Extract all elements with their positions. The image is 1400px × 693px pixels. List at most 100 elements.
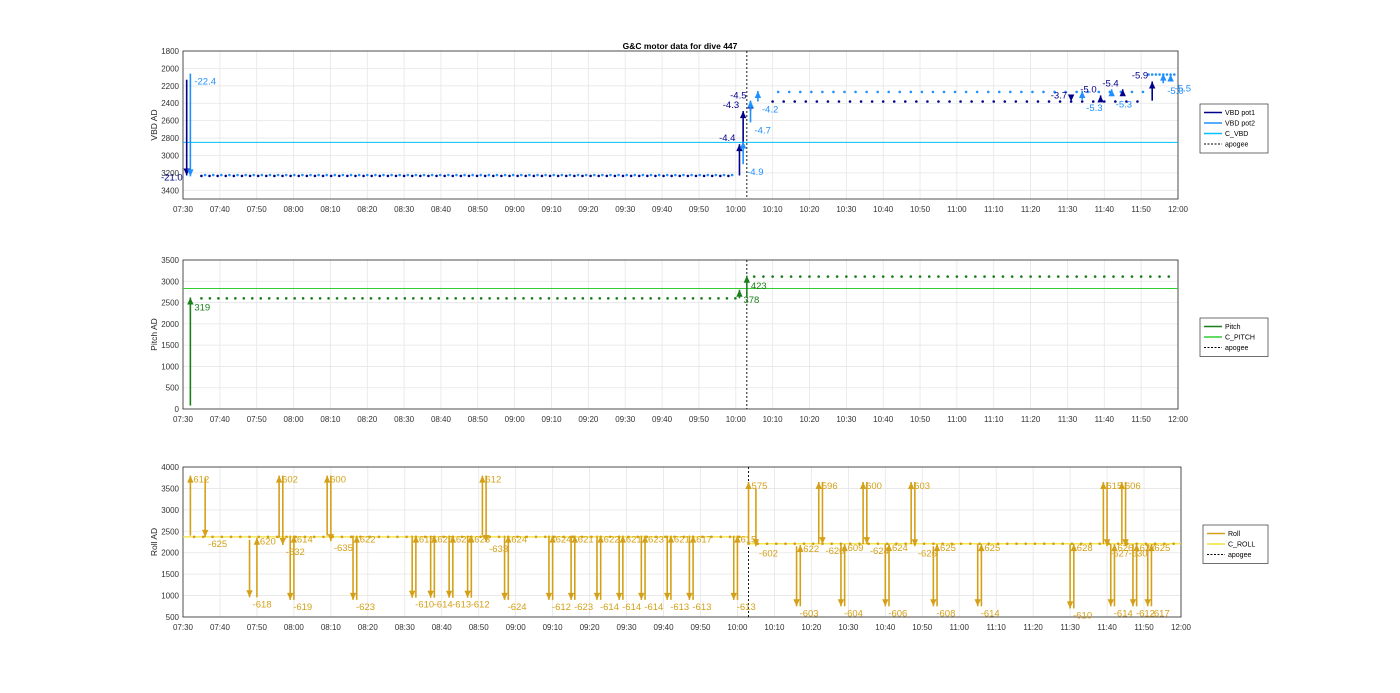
roll-point xyxy=(442,535,445,539)
roll-move-head xyxy=(974,599,981,607)
roll-move-head xyxy=(431,535,438,543)
vbd-pot2-point xyxy=(244,173,247,177)
vbd-pot1-point xyxy=(281,174,284,178)
x-tick-label: 11:10 xyxy=(986,623,1006,632)
pitch-point xyxy=(1020,275,1023,278)
y-tick-label: 3000 xyxy=(161,506,179,515)
x-tick-label: 11:20 xyxy=(1021,415,1041,424)
roll-move-head xyxy=(1122,539,1129,547)
roll-point xyxy=(377,535,381,539)
vbd-pot2-point xyxy=(1097,90,1101,94)
x-tick-label: 11:30 xyxy=(1058,415,1078,424)
x-tick-label: 08:00 xyxy=(284,205,305,214)
vbd-pot1-point xyxy=(524,174,528,178)
vbd-pot2-point xyxy=(876,90,879,94)
pitch-point xyxy=(1066,275,1069,278)
x-tick-label: 09:40 xyxy=(654,623,675,632)
data-label: 600 xyxy=(330,475,346,486)
x-tick-label: 11:20 xyxy=(1021,205,1041,214)
x-tick-label: 12:00 xyxy=(1168,415,1189,424)
roll-point xyxy=(858,542,861,546)
y-tick-label: 2000 xyxy=(161,320,179,329)
x-tick-label: 11:10 xyxy=(984,205,1004,214)
vbd-pot1-point xyxy=(859,100,863,103)
vbd-pot1-point xyxy=(435,174,438,178)
data-label: -617 xyxy=(1151,608,1170,619)
vbd-pot1-point xyxy=(837,100,841,103)
data-label: -614 xyxy=(600,602,619,613)
data-label: -630 xyxy=(1129,548,1148,559)
roll-move-head xyxy=(911,539,919,547)
pitch-point xyxy=(581,297,585,300)
x-tick-label: 08:50 xyxy=(469,623,490,632)
roll-point xyxy=(553,535,556,539)
data-label: -632 xyxy=(286,547,305,558)
pitch-point xyxy=(471,297,474,300)
data-label: -624 xyxy=(508,602,527,613)
data-label: -5.3 xyxy=(1086,103,1102,114)
pitch-point xyxy=(1139,275,1143,278)
vbd-pot2-point xyxy=(920,90,924,94)
data-label: 596 xyxy=(822,481,838,492)
y-tick-label: 4000 xyxy=(161,463,179,472)
roll-move-head xyxy=(752,539,760,547)
pitch-point xyxy=(918,275,922,278)
x-tick-label: 09:00 xyxy=(505,415,526,424)
y-axis-label: Pitch AD xyxy=(149,318,159,351)
vbd-pot2-point xyxy=(1042,90,1045,94)
roll-move-head xyxy=(549,535,556,543)
vbd-pot2-point xyxy=(576,173,580,177)
vbd-pot2-point xyxy=(1031,90,1034,94)
roll-point xyxy=(830,542,833,546)
vbd-pot2-point xyxy=(552,173,556,177)
data-label: 626 xyxy=(1117,543,1133,554)
pitch-move-head xyxy=(736,289,743,297)
vbd-pot2-point xyxy=(832,90,835,94)
roll-point xyxy=(932,542,935,546)
vbd-pot2-point xyxy=(1086,90,1090,94)
roll-point xyxy=(682,535,686,539)
roll-point xyxy=(811,542,815,546)
roll-point xyxy=(312,535,316,539)
vbd-pot1-point xyxy=(370,174,373,178)
x-tick-label: 07:30 xyxy=(173,205,194,214)
pitch-point xyxy=(437,297,441,300)
data-label: -5.4 xyxy=(1102,78,1118,89)
vbd-pot2-point xyxy=(560,173,564,177)
pitch-point xyxy=(234,297,237,300)
roll-point xyxy=(1116,542,1120,546)
data-label: 625 xyxy=(437,535,453,546)
pitch-point xyxy=(369,297,373,300)
pitch-point xyxy=(762,275,765,278)
y-tick-label: 3400 xyxy=(161,186,179,195)
roll-move-head xyxy=(464,590,471,598)
vbd-pot1-point xyxy=(662,174,665,178)
data-label: -614 xyxy=(622,602,641,613)
data-label: -21.0 xyxy=(161,172,183,183)
x-tick-label: 09:50 xyxy=(689,415,710,424)
roll-move-head xyxy=(978,544,985,552)
vbd-pot2-point xyxy=(1075,90,1078,94)
vbd-pot1-move-head xyxy=(739,111,747,119)
roll-move-head xyxy=(863,537,871,545)
vbd-pot1-point xyxy=(981,100,984,103)
roll-move-head xyxy=(667,535,675,543)
y-tick-label: 2000 xyxy=(161,64,179,73)
roll-point xyxy=(1144,542,1148,546)
vbd-pot1-point xyxy=(548,174,552,178)
vbd-pot2-point xyxy=(374,173,377,177)
x-tick-label: 08:30 xyxy=(395,623,416,632)
vbd-pot1-point xyxy=(532,174,536,178)
vbd-pot2-point xyxy=(536,173,539,177)
data-label: -614 xyxy=(644,602,663,613)
figure-title: G&C motor data for dive 447 xyxy=(623,41,738,51)
pitch-point xyxy=(547,297,551,300)
roll-point xyxy=(645,535,649,539)
vbd-pot2-point xyxy=(854,90,857,94)
vbd-pot1-point xyxy=(629,174,633,178)
x-tick-label: 10:30 xyxy=(836,205,857,214)
pitch-point xyxy=(335,297,339,300)
vbd-pot1-point xyxy=(200,174,203,178)
roll-move-head xyxy=(279,538,286,545)
pitch-point xyxy=(590,297,593,300)
